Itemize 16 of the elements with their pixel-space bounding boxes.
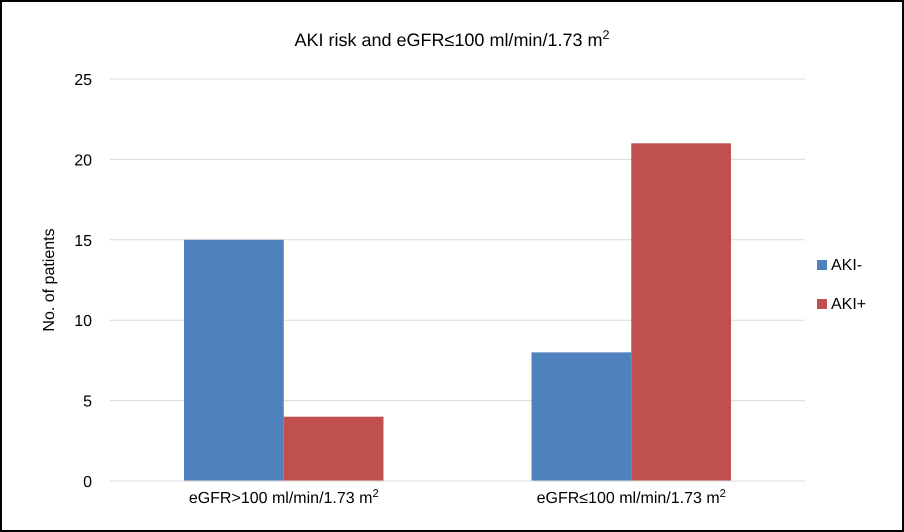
x-tick-label: eGFR≤100 ml/min/1.73 m$^{2}$ [536,488,726,507]
legend-label: AKI+ [831,296,866,313]
y-axis-title: No. of patients [41,228,58,332]
x-tick-label: eGFR>100 ml/min/1.73 m$^{2}$ [188,488,379,507]
y-tick-label: 25 [74,72,92,89]
y-tick-label: 20 [74,152,92,170]
bar [284,416,384,481]
y-tick-label: 0 [83,474,92,491]
y-tick-label: 15 [74,232,92,250]
bar [631,143,731,481]
bar [532,352,632,481]
y-tick-label: 10 [74,313,92,330]
y-tick-label: 5 [83,394,92,411]
chart-title: AKI risk and eGFR≤100 ml/min/1.73 m$^{2}$ [294,28,610,50]
bar [184,240,284,481]
legend-label: AKI- [831,257,862,274]
